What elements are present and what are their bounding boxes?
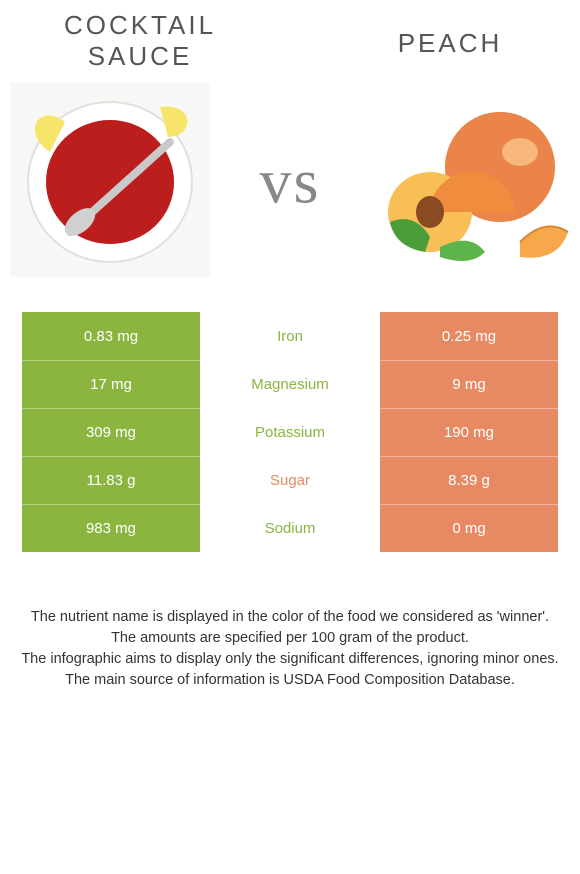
cell-nutrient: Magnesium <box>200 360 380 408</box>
footnotes: The nutrient name is displayed in the co… <box>0 607 580 691</box>
cell-right: 8.39 g <box>380 456 558 504</box>
cell-left: 983 mg <box>22 504 200 552</box>
cell-right: 9 mg <box>380 360 558 408</box>
table-row: 17 mg Magnesium 9 mg <box>22 360 558 408</box>
title-right: Peach <box>350 28 550 59</box>
cell-left: 0.83 mg <box>22 312 200 360</box>
cell-left: 17 mg <box>22 360 200 408</box>
cell-nutrient: Iron <box>200 312 380 360</box>
header-row: Cocktail sauce Peach <box>0 0 580 72</box>
cell-nutrient: Potassium <box>200 408 380 456</box>
table-row: 0.83 mg Iron 0.25 mg <box>22 312 558 360</box>
image-left <box>10 82 210 277</box>
infographic-page: Cocktail sauce Peach vs <box>0 0 580 874</box>
table-body: 0.83 mg Iron 0.25 mg 17 mg Magnesium 9 m… <box>22 312 558 552</box>
vs-label: vs <box>260 144 321 218</box>
cell-right: 0 mg <box>380 504 558 552</box>
table-row: 11.83 g Sugar 8.39 g <box>22 456 558 504</box>
footnote-line: The nutrient name is displayed in the co… <box>20 607 560 628</box>
table-row: 983 mg Sodium 0 mg <box>22 504 558 552</box>
cell-left: 11.83 g <box>22 456 200 504</box>
cell-nutrient: Sodium <box>200 504 380 552</box>
cell-left: 309 mg <box>22 408 200 456</box>
cell-right: 0.25 mg <box>380 312 558 360</box>
peach-icon <box>370 82 570 277</box>
table-row: 309 mg Potassium 190 mg <box>22 408 558 456</box>
cocktail-sauce-icon <box>10 82 210 277</box>
footnote-line: The main source of information is USDA F… <box>20 670 560 691</box>
footnote-line: The amounts are specified per 100 gram o… <box>20 628 560 649</box>
cell-nutrient: Sugar <box>200 456 380 504</box>
images-row: vs <box>0 72 580 297</box>
comparison-table: 0.83 mg Iron 0.25 mg 17 mg Magnesium 9 m… <box>22 312 558 552</box>
title-left: Cocktail sauce <box>30 10 250 72</box>
cell-right: 190 mg <box>380 408 558 456</box>
image-right <box>370 82 570 277</box>
footnote-line: The infographic aims to display only the… <box>20 649 560 670</box>
